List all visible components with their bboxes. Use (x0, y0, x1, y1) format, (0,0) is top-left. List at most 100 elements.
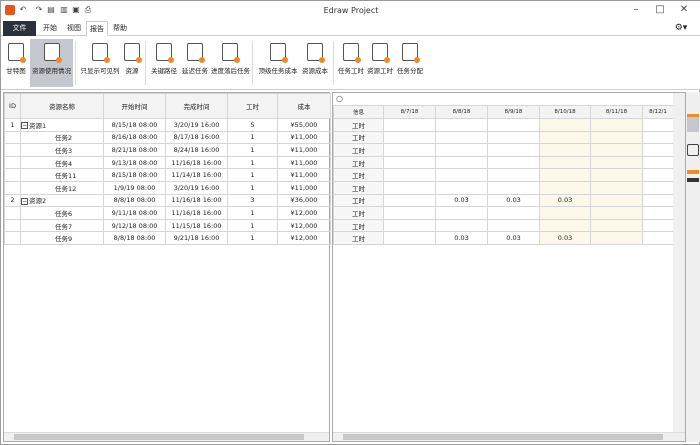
grid-cell[interactable] (487, 168, 540, 182)
grid-cell[interactable] (590, 180, 643, 195)
grid-cell[interactable]: 0.03 (487, 193, 540, 208)
grid-cell[interactable] (590, 168, 643, 182)
grid-cell[interactable] (435, 168, 488, 182)
settings-icon[interactable]: ⚙▾ (674, 23, 688, 33)
new-icon[interactable]: ▤ (47, 5, 55, 14)
transfer-icon[interactable] (687, 170, 699, 182)
maximize-icon[interactable]: □ (655, 4, 665, 15)
grid-cell[interactable] (539, 218, 591, 233)
grid-cell[interactable] (487, 218, 540, 233)
grid-cell[interactable] (487, 155, 540, 170)
grid-cell[interactable]: 0.03 (435, 193, 488, 208)
task-work-button[interactable]: 任务工时 (337, 39, 365, 87)
grid-cell[interactable] (590, 206, 643, 220)
grid-cell[interactable] (539, 130, 591, 145)
table-row[interactable]: 任务4 9/13/18 08:00 11/16/18 16:00 1 ¥11,000 (4, 155, 331, 170)
table-row[interactable]: 任务12 1/9/19 08:00 3/20/19 16:00 1 ¥11,000 (4, 180, 331, 195)
grid-cell[interactable] (642, 118, 674, 132)
briefcase-icon[interactable] (687, 144, 699, 156)
grid-cell[interactable] (487, 206, 540, 220)
grid-cell[interactable] (642, 231, 674, 245)
grid-cell[interactable]: 工时 (333, 168, 384, 182)
undo-icon[interactable]: ↶ (19, 5, 27, 14)
tab-home[interactable]: 开始 (43, 24, 57, 32)
grid-cell[interactable] (539, 118, 591, 132)
grid-cell[interactable] (590, 130, 643, 145)
grid-cell[interactable] (539, 168, 591, 182)
grid-cell[interactable] (383, 130, 436, 145)
grid-cell[interactable] (590, 218, 643, 233)
grid-cell[interactable]: 0.03 (539, 193, 591, 208)
delayed-tasks-button[interactable]: 延迟任务 (180, 39, 210, 87)
grid-cell[interactable] (383, 193, 436, 208)
grid-cell[interactable]: 0.03 (435, 231, 488, 245)
grid-cell[interactable]: 工时 (333, 193, 384, 208)
resource-work-button[interactable]: 资源工时 (366, 39, 394, 87)
redo-icon[interactable]: ↷ (35, 5, 43, 14)
grid-cell[interactable] (539, 206, 591, 220)
table-row[interactable]: 2− 资源2 8/8/18 08:00 11/16/18 16:00 3 ¥36,000 (4, 193, 331, 208)
table-row[interactable]: 任务2 8/16/18 08:00 8/17/18 16:00 1 ¥11,000 (4, 130, 331, 145)
collapse-icon[interactable]: − (21, 197, 28, 205)
grid-cell[interactable] (590, 118, 643, 132)
grid-cell[interactable] (642, 143, 674, 157)
open-icon[interactable]: ▥ (60, 5, 68, 14)
tab-view[interactable]: 视图 (67, 24, 81, 32)
grid-cell[interactable] (435, 155, 488, 170)
grid-cell[interactable] (383, 231, 436, 245)
critical-path-button[interactable]: 关键路径 (149, 39, 179, 87)
vertical-scrollbar[interactable] (673, 93, 685, 433)
grid-cell[interactable] (487, 143, 540, 157)
grid-cell[interactable] (590, 143, 643, 157)
grid-cell[interactable]: 工时 (333, 180, 384, 195)
resource-cost-button[interactable]: 资源成本 (300, 39, 330, 87)
grid-cell[interactable] (435, 130, 488, 145)
grid-cell[interactable] (539, 180, 591, 195)
minimize-icon[interactable]: – (633, 4, 639, 15)
column-header[interactable]: ID (4, 93, 21, 119)
grid-cell[interactable]: 工时 (333, 155, 384, 170)
grid-cell[interactable] (383, 143, 436, 157)
collapse-icon[interactable]: − (21, 122, 28, 130)
settings-circle-icon[interactable]: ○ (336, 94, 343, 103)
grid-cell[interactable]: 工时 (333, 231, 384, 245)
gantt-button[interactable]: 甘特图 (5, 39, 27, 87)
table-row[interactable]: 任务11 8/15/18 08:00 11/14/18 16:00 1 ¥11,000 (4, 168, 331, 182)
grid-cell[interactable] (642, 218, 674, 233)
grid-cell[interactable] (435, 180, 488, 195)
grid-cell[interactable] (642, 206, 674, 220)
column-header[interactable]: 完成时间 (165, 93, 228, 119)
tab-report[interactable]: 报告 (86, 21, 108, 36)
grid-cell[interactable]: 工时 (333, 143, 384, 157)
grid-cell[interactable] (642, 168, 674, 182)
tab-file[interactable]: 文件 (3, 21, 36, 36)
scrollbar-thumb[interactable] (14, 434, 304, 440)
resource-usage-button[interactable]: 资源使用情况 (30, 39, 73, 87)
grid-cell[interactable] (487, 180, 540, 195)
save-icon[interactable]: ▣ (72, 5, 80, 14)
table-row[interactable]: 1− 资源1 8/15/18 08:00 3/20/19 16:00 5 ¥55,000 (4, 118, 331, 132)
table-row[interactable]: 任务6 9/11/18 08:00 11/16/18 16:00 1 ¥12,000 (4, 206, 331, 220)
horizontal-scrollbar[interactable] (4, 432, 329, 441)
grid-cell[interactable] (590, 231, 643, 245)
tab-help[interactable]: 帮助 (113, 24, 127, 32)
grid-cell[interactable] (383, 218, 436, 233)
close-icon[interactable]: ✕ (679, 4, 689, 15)
grid-cell[interactable] (642, 130, 674, 145)
grid-cell[interactable] (383, 155, 436, 170)
grid-cell[interactable] (383, 180, 436, 195)
grid-cell[interactable] (435, 118, 488, 132)
grid-cell[interactable] (590, 155, 643, 170)
grid-cell[interactable] (383, 206, 436, 220)
grid-cell[interactable] (642, 155, 674, 170)
grid-cell[interactable]: 工时 (333, 118, 384, 132)
grid-cell[interactable] (435, 143, 488, 157)
grid-cell[interactable] (487, 118, 540, 132)
grid-cell[interactable] (435, 206, 488, 220)
grid-cell[interactable] (590, 193, 643, 208)
grid-cell[interactable] (383, 168, 436, 182)
resource-button[interactable]: 资源 (121, 39, 143, 87)
grid-cell[interactable] (539, 155, 591, 170)
grid-cell[interactable] (642, 193, 674, 208)
top-task-cost-button[interactable]: 顶级任务成本 (257, 39, 299, 87)
